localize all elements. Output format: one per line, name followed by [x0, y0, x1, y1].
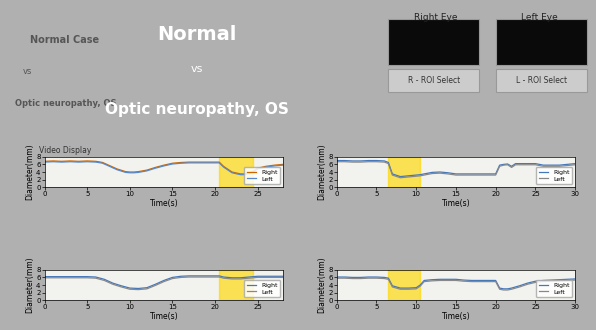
Legend: Right, Left: Right, Left	[536, 167, 572, 184]
Text: Left Eye: Left Eye	[522, 13, 558, 22]
Y-axis label: Diameter(mm): Diameter(mm)	[26, 257, 35, 314]
Bar	[219, 157, 253, 187]
Bar	[219, 270, 253, 300]
Legend: Right, Left: Right, Left	[536, 280, 572, 297]
Text: vs: vs	[191, 64, 203, 74]
Text: Right Eye: Right Eye	[414, 13, 458, 22]
Legend: Right, Left: Right, Left	[244, 167, 280, 184]
Text: Optic neuropathy, OS: Optic neuropathy, OS	[15, 99, 117, 108]
Text: Video Display: Video Display	[39, 146, 91, 155]
Text: R - ROI Select: R - ROI Select	[408, 76, 460, 85]
Text: Optic neuropathy, OS: Optic neuropathy, OS	[105, 102, 288, 116]
Text: Normal: Normal	[157, 25, 237, 44]
X-axis label: Time(s): Time(s)	[442, 199, 470, 208]
X-axis label: Time(s): Time(s)	[442, 312, 470, 321]
Y-axis label: Diameter(mm): Diameter(mm)	[318, 144, 327, 200]
Bar	[389, 157, 420, 187]
X-axis label: Time(s): Time(s)	[150, 312, 178, 321]
Bar	[389, 270, 420, 300]
Legend: Right, Left: Right, Left	[244, 280, 280, 297]
Text: Normal Case: Normal Case	[30, 35, 100, 45]
Text: L - ROI Select: L - ROI Select	[516, 76, 567, 85]
FancyBboxPatch shape	[496, 19, 587, 65]
FancyBboxPatch shape	[496, 69, 587, 92]
FancyBboxPatch shape	[389, 69, 479, 92]
Text: vs: vs	[23, 67, 32, 76]
X-axis label: Time(s): Time(s)	[150, 199, 178, 208]
Y-axis label: Diameter(mm): Diameter(mm)	[318, 257, 327, 314]
Y-axis label: Diameter(mm): Diameter(mm)	[26, 144, 35, 200]
FancyBboxPatch shape	[389, 19, 479, 65]
